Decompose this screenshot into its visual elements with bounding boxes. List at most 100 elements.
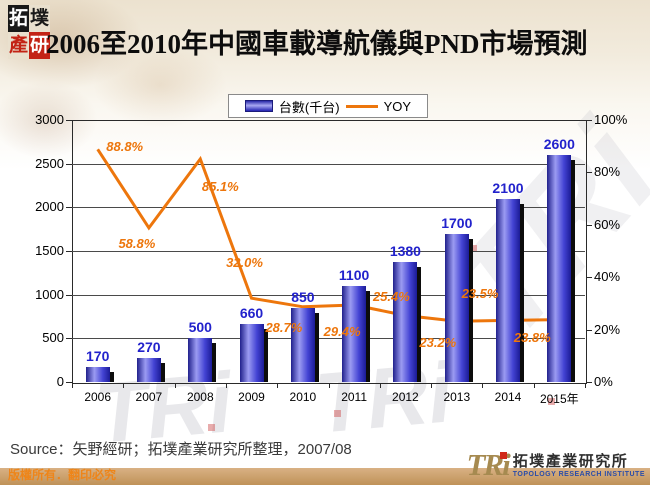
y2-axis-tick-label: 100% [594, 112, 628, 127]
y-axis-tick-label: 3000 [35, 112, 64, 127]
y-axis-tick-label: 2000 [35, 199, 64, 215]
yoy-value-label: 58.8% [118, 235, 156, 251]
bar-shadow [314, 312, 319, 382]
y2-axis-tick-label: 60% [594, 216, 621, 232]
yoy-value-label: 85.1% [201, 179, 239, 194]
bar-shadow [417, 266, 422, 382]
x-axis-label: 2011 [341, 390, 367, 404]
yoy-value-label: 23.5% [461, 286, 499, 302]
bar [85, 367, 110, 382]
bar-shadow [212, 343, 217, 382]
tri-logo-mark: TRi [466, 447, 511, 483]
y-axis-tick [66, 382, 72, 383]
x-axis-label: 2009 [238, 390, 265, 404]
y2-axis-tick-label: 0% [594, 374, 613, 389]
y-axis-tick [66, 338, 72, 340]
x-axis-tick [174, 383, 176, 388]
copyright-text: 版權所有．翻印必究 [8, 468, 117, 482]
y-axis-tick [66, 294, 72, 296]
chart-legend: 台數(千台) YOY [228, 94, 428, 118]
bar-value-label: 1380 [389, 242, 421, 259]
y2-axis-tick-label: 40% [594, 269, 621, 285]
tri-logo-text: 拓墣產業研究所 TOPOLOGY RESEARCH INSTITUTE [512, 454, 645, 479]
yoy-value-label: 88.8% [106, 139, 144, 155]
bar-value-label: 2600 [543, 135, 575, 152]
y-axis-tick-label: 2500 [35, 155, 64, 171]
logo-char: 研 [29, 32, 50, 59]
plot-area [72, 120, 587, 384]
bar [188, 338, 213, 382]
yoy-value-label: 23.8% [513, 329, 551, 345]
source-note: Source：矢野經研；拓墣產業研究所整理，2007/08 [10, 441, 352, 458]
logo-char: 拓 [8, 5, 29, 32]
y2-axis-tick [586, 172, 592, 174]
bar-value-label: 1100 [338, 266, 370, 283]
y-axis-tick-label: 500 [42, 330, 64, 346]
bar [136, 358, 161, 382]
y2-axis-tick [586, 382, 592, 383]
tri-logo-name: 拓墣產業研究所 [512, 454, 629, 470]
gridline [72, 338, 585, 340]
x-axis-tick [72, 383, 73, 388]
y-axis-tick [66, 207, 72, 209]
yoy-value-label: 25.4% [372, 288, 410, 304]
bar-shadow [571, 159, 576, 382]
logo-char: 墣 [29, 5, 50, 32]
watermark-dot [334, 410, 341, 417]
bar-shadow [160, 363, 165, 382]
x-axis-label: 2014 [494, 390, 522, 404]
y2-axis-tick [586, 120, 592, 121]
y2-axis-tick [586, 224, 592, 226]
y2-axis-tick [586, 277, 592, 279]
x-axis-tick [533, 383, 535, 388]
yoy-value-label: 23.2% [419, 335, 457, 351]
y2-axis-tick [586, 329, 592, 331]
bar-shadow [468, 238, 473, 382]
logo-char: 產 [8, 32, 29, 59]
watermark-dot [208, 424, 215, 431]
y-axis-tick [66, 163, 72, 165]
bar [239, 324, 264, 382]
yoy-value-label: 32.0% [226, 255, 263, 271]
bar-shadow [109, 372, 114, 382]
x-axis-tick [379, 383, 381, 388]
footer-bar [0, 468, 650, 485]
tri-logo-name-en: TOPOLOGY RESEARCH INSTITUTE [512, 471, 645, 478]
x-axis-tick [277, 383, 279, 388]
y-axis-tick-label: 1000 [35, 286, 64, 302]
legend-line-label: YOY [383, 98, 412, 114]
x-axis-label: 2006 [84, 390, 112, 404]
y-axis-tick [66, 251, 72, 252]
bar-value-label: 270 [137, 339, 161, 356]
yoy-value-label: 29.4% [323, 324, 361, 339]
bar-shadow [263, 329, 268, 382]
yoy-value-label: 28.7% [265, 319, 303, 335]
y-axis-tick [66, 120, 72, 121]
bar-shadow [520, 203, 524, 382]
x-axis-label: 2012 [392, 390, 419, 404]
y-axis-tick-label: 0 [56, 374, 64, 389]
page-title: 2006至2010年中國車載導航儀與PND市場預測 [46, 29, 588, 59]
legend-line-swatch [345, 104, 378, 108]
bar-value-label: 500 [188, 319, 212, 336]
tri-footer-logo: TRi 拓墣產業研究所 TOPOLOGY RESEARCH INSTITUTE [466, 447, 646, 483]
y2-axis-tick-label: 20% [594, 321, 621, 337]
x-axis-label: 2007 [135, 390, 163, 404]
x-axis-tick [328, 383, 330, 388]
x-axis-label: 2010 [289, 390, 317, 404]
watermark-dot [548, 398, 555, 405]
bar [547, 154, 572, 382]
bar [393, 261, 418, 382]
bar-shadow [366, 290, 371, 382]
x-axis-label: 2015年 [539, 392, 579, 406]
x-axis-tick [482, 383, 484, 388]
tri-header-logo: 拓 墣 產 研 [8, 5, 50, 59]
bar-value-label: 170 [86, 348, 110, 365]
x-axis-tick [585, 383, 586, 388]
x-axis-tick [431, 383, 433, 388]
y-axis-tick-label: 1500 [35, 243, 64, 258]
x-axis-label: 2013 [443, 390, 471, 404]
bar-value-label: 1700 [441, 214, 473, 231]
